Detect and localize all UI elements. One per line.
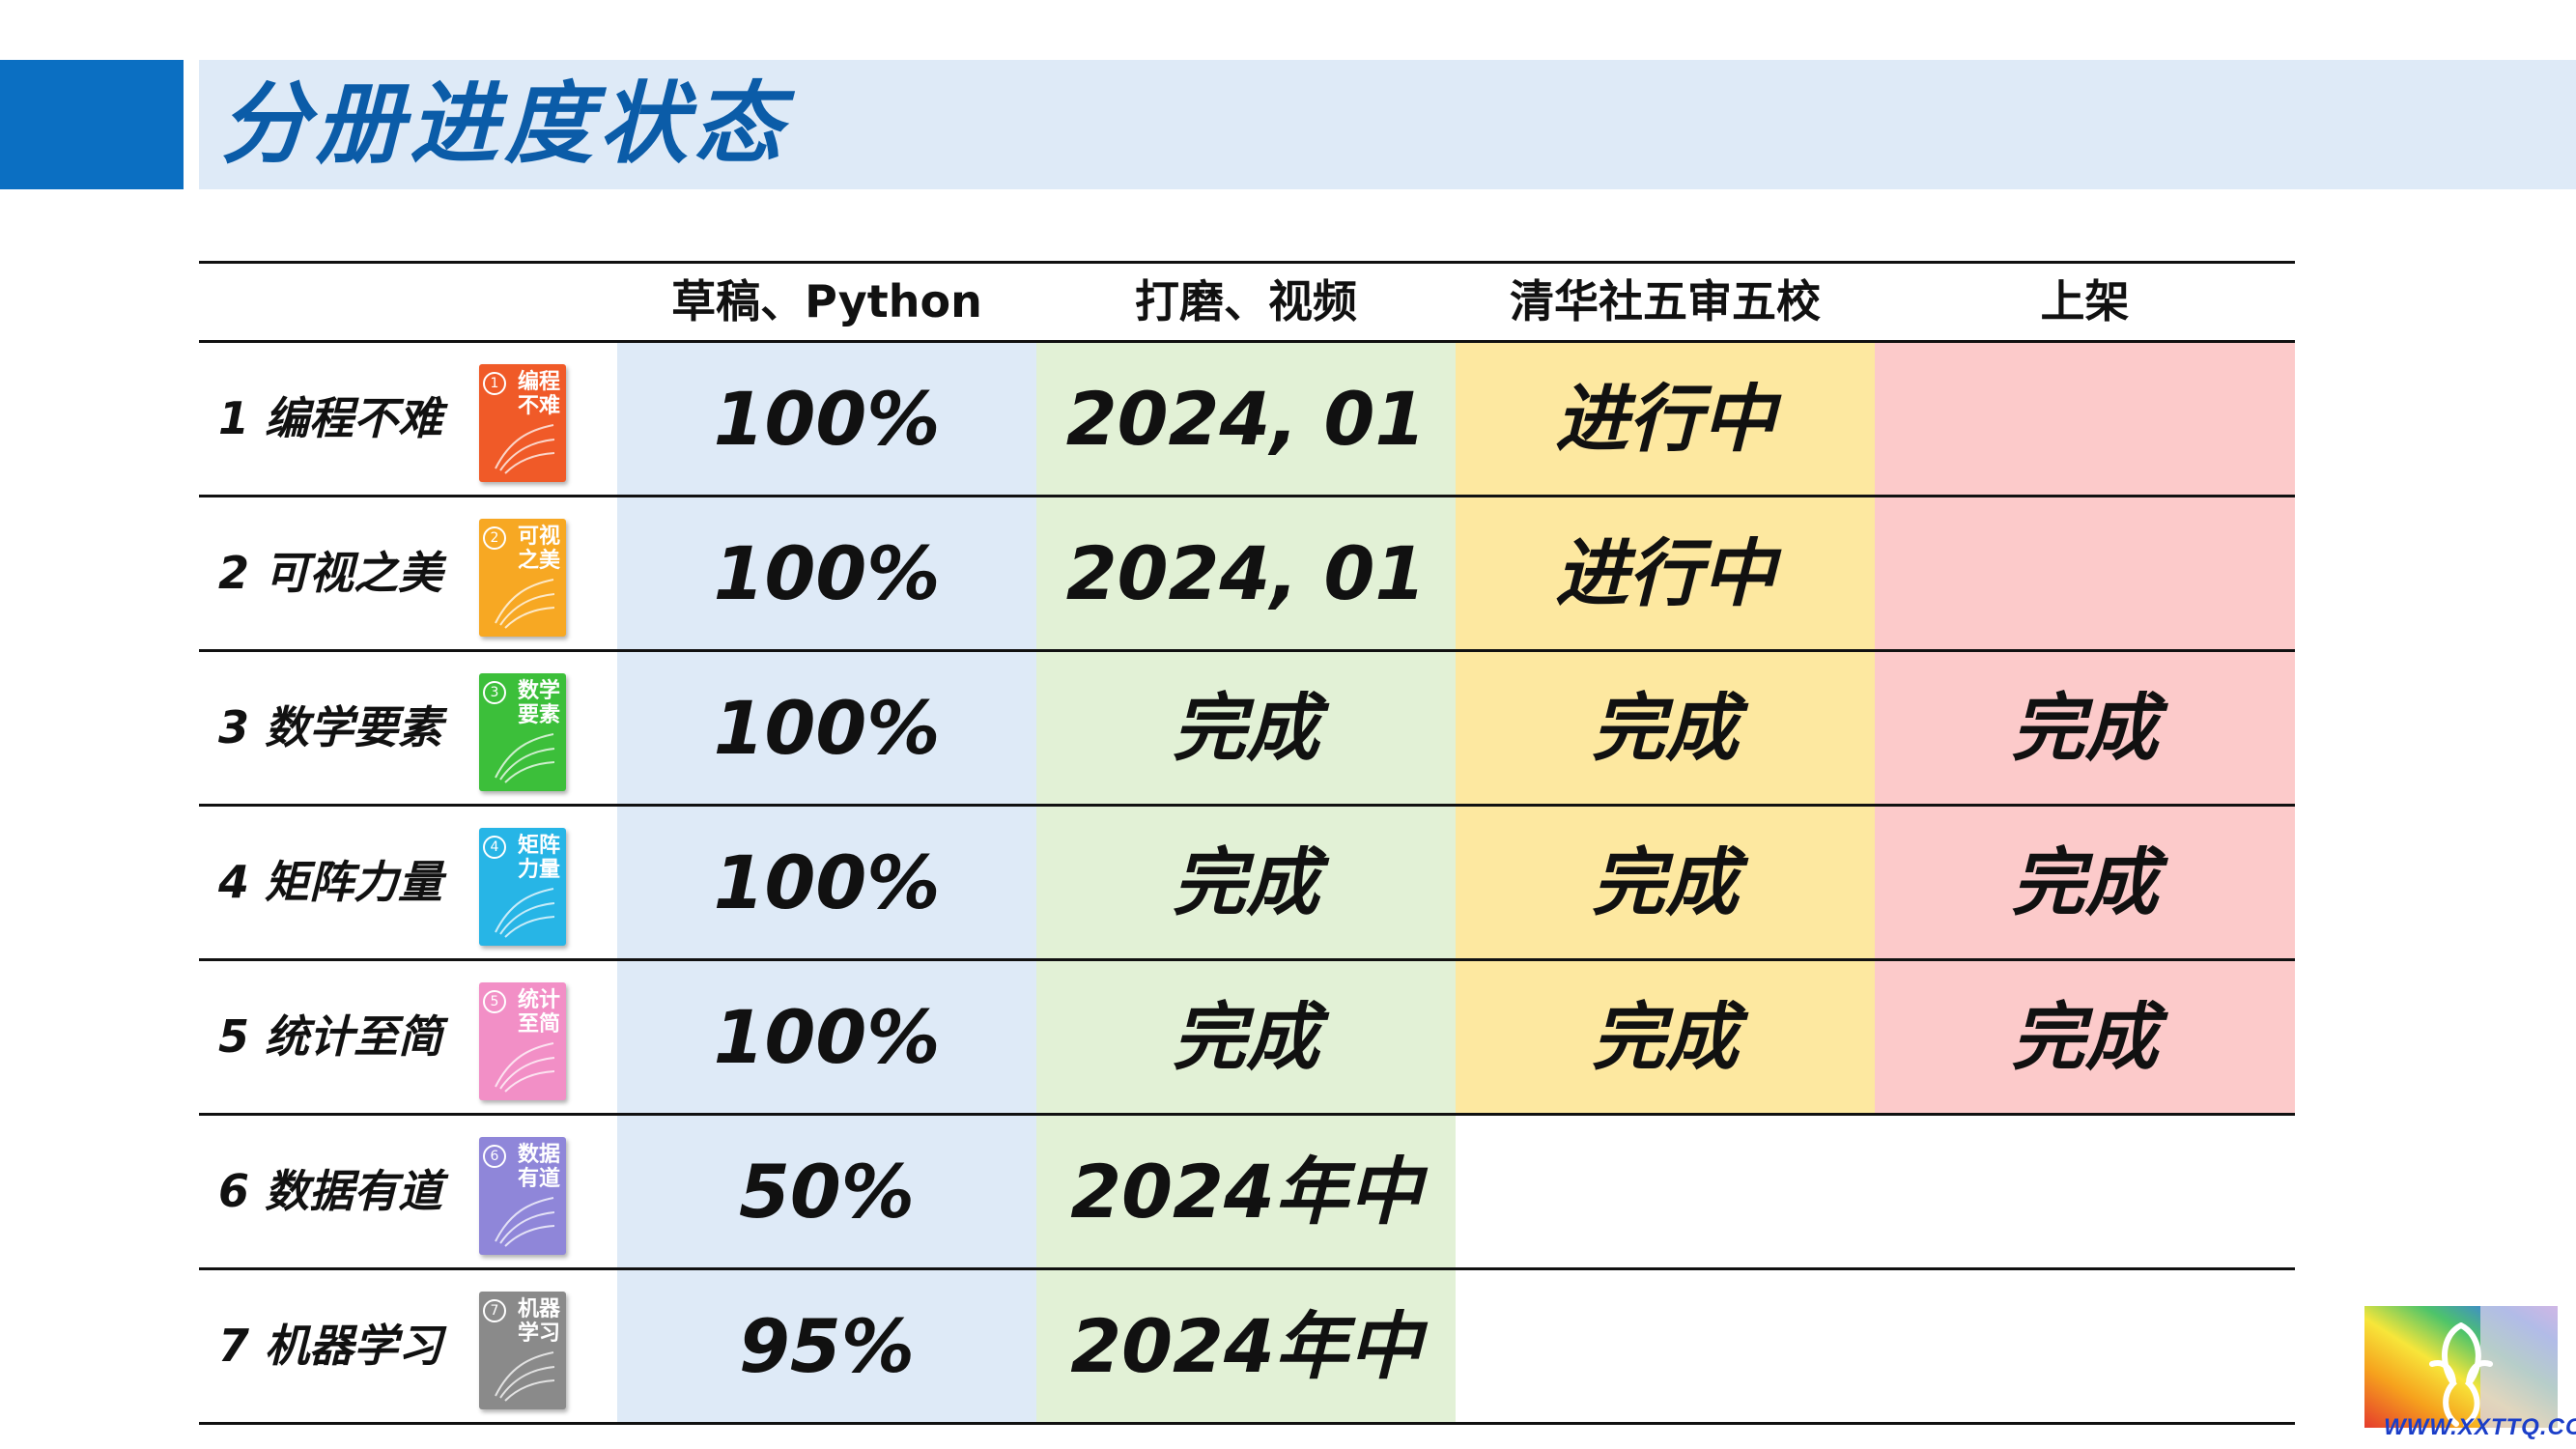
book-cover-image: 5 统计至简 — [479, 982, 566, 1100]
status-cell: 完成 — [1036, 961, 1456, 1113]
book-label: 5 统计至简 — [218, 1010, 443, 1063]
site-watermark: WWW.XXTTQ.COM — [2384, 1414, 2576, 1440]
cover-swirl-icon — [495, 888, 555, 938]
cover-title: 可视之美 — [517, 525, 560, 573]
cover-title: 数学要素 — [517, 679, 560, 727]
cover-swirl-icon — [495, 1351, 555, 1402]
table-row: 4 矩阵力量 4 矩阵力量 100% 完成 完成 完成 — [199, 807, 2295, 961]
book-label: 4 矩阵力量 — [218, 856, 443, 908]
cover-number: 2 — [483, 526, 506, 550]
cover-number: 6 — [483, 1145, 506, 1168]
status-cell: 完成 — [1456, 807, 1875, 958]
status-cell: 100% — [617, 497, 1036, 649]
cover-number: 7 — [483, 1299, 506, 1322]
status-cell: 100% — [617, 652, 1036, 804]
cover-number: 1 — [483, 372, 506, 395]
cover-title: 统计至简 — [517, 988, 560, 1037]
status-cell: 2024年中 — [1036, 1116, 1456, 1267]
status-cell: 完成 — [1456, 652, 1875, 804]
status-cell: 完成 — [1875, 652, 2295, 804]
status-cell: 进行中 — [1456, 343, 1875, 495]
book-cover-image: 2 可视之美 — [479, 519, 566, 637]
status-cell — [1875, 1116, 2295, 1267]
book-cover-image: 3 数学要素 — [479, 673, 566, 791]
book-cover-image: 7 机器学习 — [479, 1292, 566, 1409]
cover-title: 矩阵力量 — [517, 834, 560, 882]
header-tsinghua-review: 清华社五审五校 — [1510, 275, 1821, 327]
status-cell: 100% — [617, 807, 1036, 958]
table-row: 7 机器学习 7 机器学习 95% 2024年中 — [199, 1270, 2295, 1425]
cover-number: 3 — [483, 681, 506, 704]
header-polish-video: 打磨、视频 — [1135, 275, 1357, 327]
book-label: 6 数据有道 — [218, 1165, 443, 1217]
header-publish: 上架 — [2040, 275, 2130, 327]
page-title: 分册进度状态 — [220, 72, 789, 176]
book-cover-image: 1 编程不难 — [479, 364, 566, 482]
book-label: 3 数学要素 — [218, 701, 443, 753]
cover-swirl-icon — [495, 1042, 555, 1093]
title-accent-block — [0, 60, 184, 189]
book-cover-image: 4 矩阵力量 — [479, 828, 566, 946]
book-cover-image: 6 数据有道 — [479, 1137, 566, 1255]
status-cell: 完成 — [1875, 961, 2295, 1113]
status-cell: 95% — [617, 1270, 1036, 1422]
table-header-row: 草稿、Python 打磨、视频 清华社五审五校 上架 — [199, 261, 2295, 343]
status-cell: 完成 — [1036, 652, 1456, 804]
site-logo-icon — [2364, 1306, 2558, 1428]
status-cell: 2024, 01 — [1036, 343, 1456, 495]
header-draft-python: 草稿、Python — [671, 275, 982, 327]
table-row: 3 数学要素 3 数学要素 100% 完成 完成 完成 — [199, 652, 2295, 807]
table-row: 6 数据有道 6 数据有道 50% 2024年中 — [199, 1116, 2295, 1270]
book-label: 2 可视之美 — [218, 547, 443, 599]
cover-swirl-icon — [495, 733, 555, 783]
title-bar: 分册进度状态 — [199, 60, 2576, 189]
table-row: 5 统计至简 5 统计至简 100% 完成 完成 完成 — [199, 961, 2295, 1116]
status-cell: 50% — [617, 1116, 1036, 1267]
cover-swirl-icon — [495, 1197, 555, 1247]
status-cell — [1456, 1116, 1875, 1267]
cover-number: 4 — [483, 836, 506, 859]
status-cell — [1875, 497, 2295, 649]
table-row: 2 可视之美 2 可视之美 100% 2024, 01 进行中 — [199, 497, 2295, 652]
status-cell — [1875, 343, 2295, 495]
cover-title: 编程不难 — [517, 370, 560, 418]
status-cell: 100% — [617, 961, 1036, 1113]
status-cell: 完成 — [1036, 807, 1456, 958]
progress-table: 草稿、Python 打磨、视频 清华社五审五校 上架 1 编程不难 1 编程不难 10… — [199, 261, 2295, 1425]
book-label: 1 编程不难 — [218, 392, 443, 444]
status-cell: 进行中 — [1456, 497, 1875, 649]
status-cell: 完成 — [1456, 961, 1875, 1113]
cover-number: 5 — [483, 990, 506, 1013]
status-cell: 2024年中 — [1036, 1270, 1456, 1422]
status-cell: 100% — [617, 343, 1036, 495]
status-cell: 完成 — [1875, 807, 2295, 958]
cover-swirl-icon — [495, 424, 555, 474]
status-cell — [1875, 1270, 2295, 1422]
status-cell — [1456, 1270, 1875, 1422]
cover-title: 数据有道 — [517, 1143, 560, 1191]
status-cell: 2024, 01 — [1036, 497, 1456, 649]
book-label: 7 机器学习 — [218, 1320, 443, 1372]
cover-swirl-icon — [495, 579, 555, 629]
table-row: 1 编程不难 1 编程不难 100% 2024, 01 进行中 — [199, 343, 2295, 497]
cover-title: 机器学习 — [517, 1297, 560, 1346]
